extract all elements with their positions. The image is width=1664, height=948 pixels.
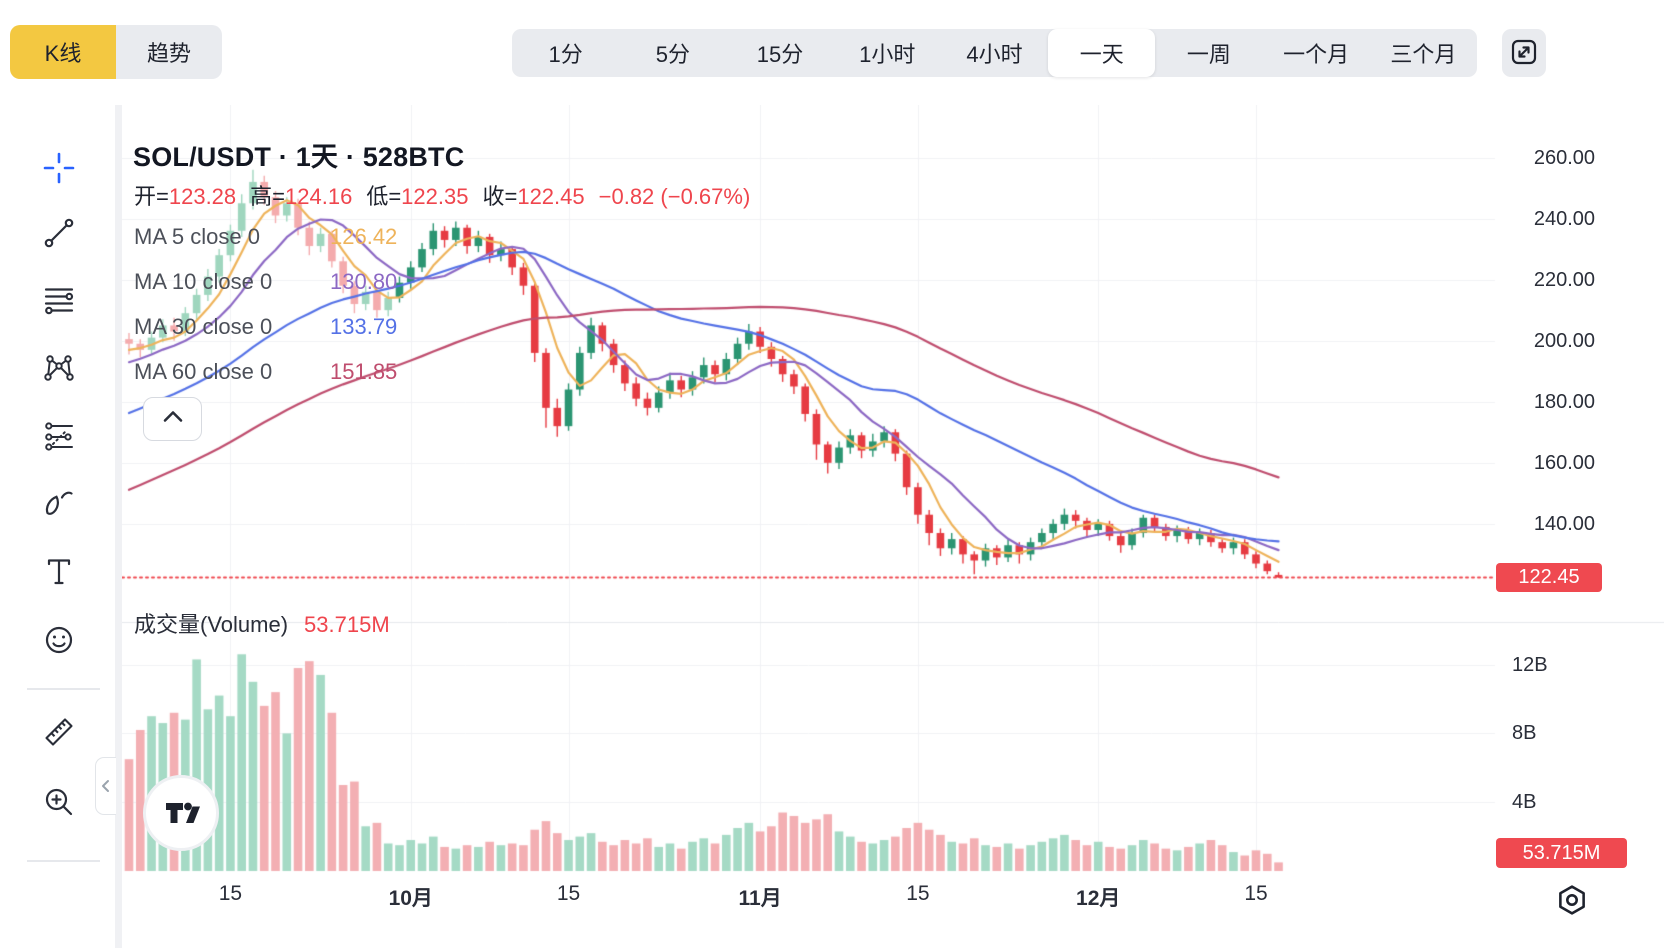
text-tool-icon[interactable] [42,554,76,588]
brush-icon[interactable] [42,486,76,520]
chart-type-tab-kline[interactable]: K线 [10,25,116,79]
chart-type-tab-trend[interactable]: 趋势 [116,25,222,79]
crosshair-icon[interactable] [42,151,76,185]
chart-settings-button[interactable] [1550,879,1594,923]
timeframe-button-2[interactable]: 15分 [726,29,833,77]
horizontal-lines-icon[interactable] [42,283,76,317]
tradingview-watermark[interactable] [143,775,219,851]
drawing-toolbar [0,105,122,948]
price-volume-canvas[interactable] [122,105,1664,948]
timeframe-button-8[interactable]: 三个月 [1370,29,1477,77]
legend-collapse-button[interactable] [143,397,202,441]
gear-icon [1553,881,1591,922]
timeframe-button-6[interactable]: 一周 [1155,29,1262,77]
trend-line-icon[interactable] [42,216,76,250]
timeframe-button-0[interactable]: 1分 [512,29,619,77]
xabcd-pattern-icon[interactable] [42,351,76,385]
ruler-icon[interactable] [42,715,76,749]
header: K线 趋势 1分 5分 15分 1小时 4小时 一天 一周 一个月 三个月 [0,0,1664,105]
timeframe-button-5[interactable]: 一天 [1048,29,1156,77]
toolbar-divider-strip [115,105,122,948]
timeframe-button-7[interactable]: 一个月 [1263,29,1370,77]
chart-type-toggle: K线 趋势 [10,25,222,79]
emoji-icon[interactable] [42,623,76,657]
expand-icon [1507,35,1541,72]
chevron-up-icon [162,410,184,428]
zoom-in-icon[interactable] [42,785,76,819]
timeframe-button-3[interactable]: 1小时 [834,29,941,77]
toolbar-collapse-handle[interactable] [95,757,116,815]
forecast-lines-icon[interactable] [42,419,76,453]
tradingview-logo-icon [160,790,202,837]
timeframe-button-1[interactable]: 5分 [619,29,726,77]
fullscreen-button[interactable] [1502,29,1546,77]
timeframe-button-4[interactable]: 4小时 [941,29,1048,77]
toolbar-section-divider [27,860,100,862]
chart-area: SOL/USDT · 1天 · 528BTC 开=123.28 高=124.16 低… [122,105,1664,948]
toolbar-section-divider [27,688,100,690]
timeframe-bar: 1分 5分 15分 1小时 4小时 一天 一周 一个月 三个月 [512,29,1477,77]
